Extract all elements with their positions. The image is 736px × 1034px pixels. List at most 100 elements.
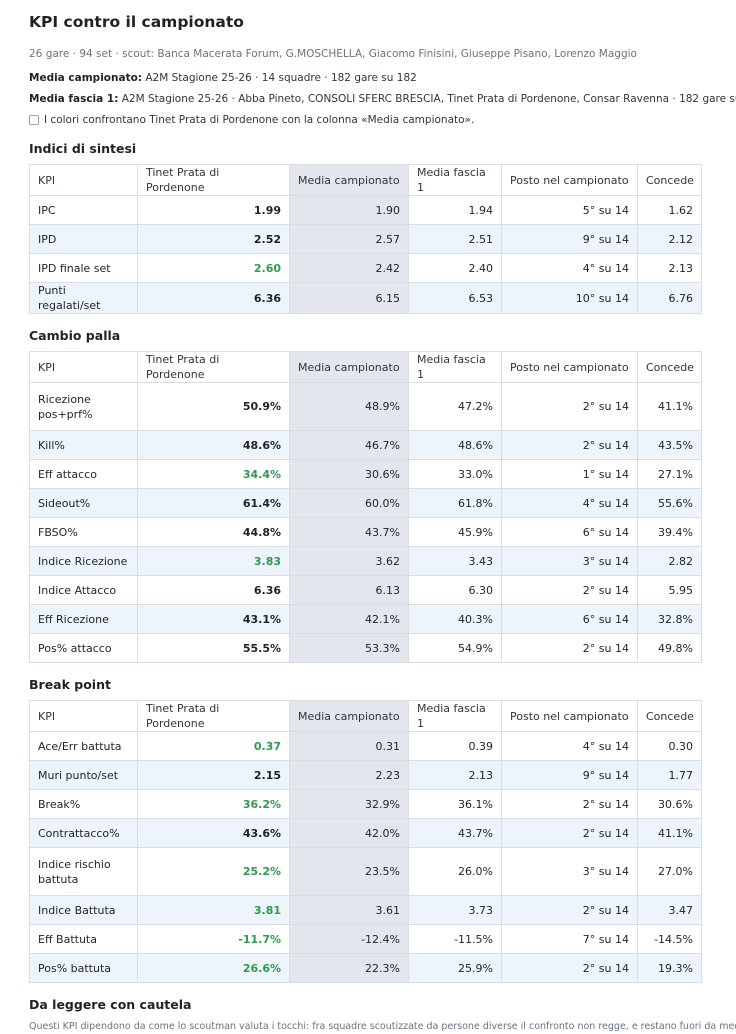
league-rank-cell: 2° su 14 — [501, 633, 638, 663]
team-value-cell: 25.2% — [137, 847, 290, 896]
league-rank-cell: 7° su 14 — [501, 924, 638, 954]
league-average-cell: 6.15 — [289, 282, 409, 314]
column-header[interactable]: Media campionato — [289, 164, 409, 196]
section-title: Break point — [29, 677, 111, 692]
color-legend[interactable]: I colori confrontano Tinet Prata di Pord… — [29, 113, 707, 127]
column-header[interactable]: Media campionato — [289, 351, 409, 383]
kpi-name-cell: IPD — [29, 224, 138, 254]
band-average-cell: 48.6% — [408, 430, 502, 460]
team-value-cell: 26.6% — [137, 953, 290, 983]
league-average-cell: -12.4% — [289, 924, 409, 954]
league-average-cell: 2.57 — [289, 224, 409, 254]
band-average-cell: 25.9% — [408, 953, 502, 983]
column-header[interactable]: Posto nel campionato — [501, 351, 638, 383]
league-average-cell: 6.13 — [289, 575, 409, 605]
table-header-row: KPI Tinet Prata di Pordenone Media campion… — [29, 700, 702, 732]
league-average-cell: 30.6% — [289, 459, 409, 489]
section-title: Indici di sintesi — [29, 141, 137, 156]
column-header[interactable]: Tinet Prata di Pordenone — [137, 700, 290, 732]
concede-cell: 32.8% — [637, 604, 702, 634]
team-value-cell: 48.6% — [137, 430, 290, 460]
team-value-cell: 43.6% — [137, 818, 290, 848]
team-value-cell: 2.60 — [137, 253, 290, 283]
team-value-cell: 44.8% — [137, 517, 290, 547]
kpi-name-cell: Pos% attacco — [29, 633, 138, 663]
column-header[interactable]: Media fascia 1 — [408, 351, 502, 383]
league-rank-cell: 4° su 14 — [501, 731, 638, 761]
table-row: IPD 2.52 2.57 2.51 9° su 14 2.12 — [29, 224, 702, 254]
team-value-cell: 2.52 — [137, 224, 290, 254]
column-header[interactable]: Concede — [637, 700, 702, 732]
column-header[interactable]: Posto nel campionato — [501, 164, 638, 196]
match-meta: 26 gare · 94 set · scout: Banca Macerata… — [29, 48, 637, 60]
band-average-cell: 36.1% — [408, 789, 502, 819]
page-title: KPI contro il campionato — [29, 13, 244, 31]
column-header[interactable]: KPI — [29, 700, 138, 732]
column-header[interactable]: Concede — [637, 351, 702, 383]
league-rank-cell: 2° su 14 — [501, 382, 638, 431]
column-header[interactable]: Posto nel campionato — [501, 700, 638, 732]
kpi-name-cell: Indice Attacco — [29, 575, 138, 605]
band-average-cell: 61.8% — [408, 488, 502, 518]
concede-cell: 49.8% — [637, 633, 702, 663]
column-header[interactable]: Concede — [637, 164, 702, 196]
kpi-name-cell: Punti regalati/set — [29, 282, 138, 314]
league-rank-cell: 5° su 14 — [501, 195, 638, 225]
kpi-name-cell: Pos% battuta — [29, 953, 138, 983]
concede-cell: 2.13 — [637, 253, 702, 283]
league-rank-cell: 2° su 14 — [501, 818, 638, 848]
table-row: Pos% attacco 55.5% 53.3% 54.9% 2° su 14 49.8% — [29, 633, 702, 663]
concede-cell: 30.6% — [637, 789, 702, 819]
team-value-cell: 36.2% — [137, 789, 290, 819]
concede-cell: 3.47 — [637, 895, 702, 925]
concede-cell: 27.0% — [637, 847, 702, 896]
kpi-name-cell: Sideout% — [29, 488, 138, 518]
kpi-name-cell: Eff attacco — [29, 459, 138, 489]
table-row: Indice Attacco 6.36 6.13 6.30 2° su 14 5.95 — [29, 575, 702, 605]
league-average-cell: 42.1% — [289, 604, 409, 634]
column-header[interactable]: Media fascia 1 — [408, 700, 502, 732]
concede-cell: 55.6% — [637, 488, 702, 518]
table-row: Kill% 48.6% 46.7% 48.6% 2° su 14 43.5% — [29, 430, 702, 460]
band-average-cell: 26.0% — [408, 847, 502, 896]
band-average-text: A2M Stagione 25-26 · Abba Pineto, CONSOL… — [121, 93, 736, 105]
column-header[interactable]: Media campionato — [289, 700, 409, 732]
league-rank-cell: 10° su 14 — [501, 282, 638, 314]
team-value-cell: -11.7% — [137, 924, 290, 954]
table-row: Contrattacco% 43.6% 42.0% 43.7% 2° su 14 41.1… — [29, 818, 702, 848]
band-average-cell: 43.7% — [408, 818, 502, 848]
column-header[interactable]: Media fascia 1 — [408, 164, 502, 196]
kpi-name-cell: Break% — [29, 789, 138, 819]
kpi-name-cell: Indice rischio battuta — [29, 847, 138, 896]
league-average-cell: 32.9% — [289, 789, 409, 819]
league-average-cell: 1.90 — [289, 195, 409, 225]
column-header[interactable]: KPI — [29, 351, 138, 383]
league-average-cell: 42.0% — [289, 818, 409, 848]
table-row: Pos% battuta 26.6% 22.3% 25.9% 2° su 14 19.3% — [29, 953, 702, 983]
concede-cell: 2.12 — [637, 224, 702, 254]
band-average-cell: 1.94 — [408, 195, 502, 225]
kpi-sections: Indici di sintesi KPI Tinet Prata di Porde… — [29, 141, 707, 983]
league-average-cell: 2.42 — [289, 253, 409, 283]
league-rank-cell: 2° su 14 — [501, 789, 638, 819]
concede-cell: 2.82 — [637, 546, 702, 576]
league-rank-cell: 2° su 14 — [501, 895, 638, 925]
legend-checkbox[interactable] — [29, 115, 39, 125]
concede-cell: 1.77 — [637, 760, 702, 790]
table-row: Ricezione pos+prf% 50.9% 48.9% 47.2% 2° su 1… — [29, 382, 702, 431]
team-value-cell: 61.4% — [137, 488, 290, 518]
team-value-cell: 55.5% — [137, 633, 290, 663]
column-header[interactable]: Tinet Prata di Pordenone — [137, 164, 290, 196]
league-rank-cell: 2° su 14 — [501, 575, 638, 605]
band-average-cell: 3.43 — [408, 546, 502, 576]
band-average-info: Media fascia 1: A2M Stagione 25-26 · Abb… — [29, 92, 736, 107]
table-row: IPC 1.99 1.90 1.94 5° su 14 1.62 — [29, 195, 702, 225]
kpi-name-cell: Ace/Err battuta — [29, 731, 138, 761]
kpi-name-cell: IPD finale set — [29, 253, 138, 283]
column-header[interactable]: Tinet Prata di Pordenone — [137, 351, 290, 383]
team-value-cell: 6.36 — [137, 282, 290, 314]
league-average-info: Media campionato: A2M Stagione 25-26 · 1… — [29, 71, 707, 86]
column-header[interactable]: KPI — [29, 164, 138, 196]
kpi-name-cell: IPC — [29, 195, 138, 225]
